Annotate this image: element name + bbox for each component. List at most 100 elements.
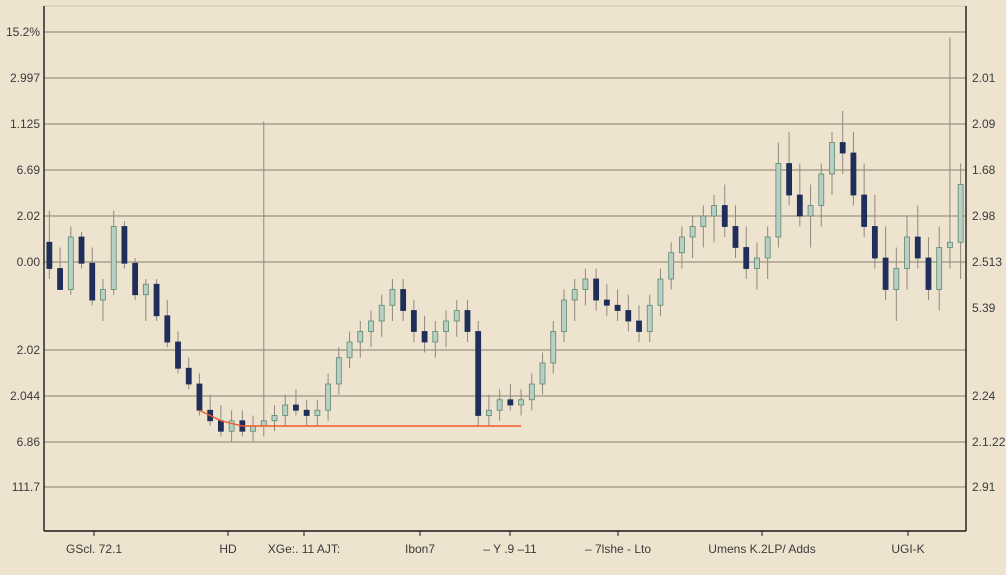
candle-body [561,300,566,332]
candle-body [465,311,470,332]
candle-body [733,227,738,248]
candle-body [358,332,363,343]
candle-body [701,216,706,227]
candle-body [261,421,266,426]
candle-body [508,400,513,405]
candle-body [551,332,556,364]
candle-body [390,290,395,306]
y-left-label: 15.2% [6,25,40,39]
candle-body [90,263,95,300]
candle-body [47,242,52,268]
candle-body [615,305,620,310]
candle-body [100,290,105,301]
candle-body [540,363,545,384]
candle-body [829,143,834,175]
candle-body [347,342,352,358]
x-label: – Y .9 –11 [483,542,536,556]
candle-body [744,248,749,269]
y-right-label: 5.39 [972,301,995,315]
x-label: – 7lshe - Lto [585,542,651,556]
y-left-label: 6.86 [17,435,40,449]
y-left-label: 111.7 [12,480,40,494]
y-left-label: 1.125 [10,117,40,131]
candle-body [690,227,695,238]
candle-body [79,237,84,263]
candle-body [336,358,341,384]
candle-body [883,258,888,290]
candle-body [433,332,438,343]
y-right-label: 2.91 [972,480,995,494]
candle-body [519,400,524,405]
candle-body [669,253,674,279]
candlestick-chart: 15.2%2.9971.1256.692.020.002.022.0446.86… [0,0,1006,575]
candle-body [401,290,406,311]
candle-body [776,164,781,238]
candle-body [958,185,963,243]
candle-body [122,227,127,264]
candle-body [819,174,824,206]
candle-body [165,316,170,342]
candle-body [851,153,856,195]
candle-body [637,321,642,332]
candle-body [947,242,952,247]
y-right-label: 2.1.22 [972,435,1005,449]
candle-body [572,290,577,301]
candle-body [937,248,942,290]
candle-body [422,332,427,343]
candle-body [197,384,202,410]
y-right-label: 2.513 [972,255,1002,269]
candle-body [411,311,416,332]
candle-body [444,321,449,332]
y-right-label: 2.09 [972,117,995,131]
candle-body [712,206,717,217]
candle-body [218,421,223,432]
y-right-label: 2.24 [972,389,995,403]
candle-body [68,237,73,290]
candle-body [58,269,63,290]
candle-body [529,384,534,400]
candle-body [894,269,899,290]
candle-body [808,206,813,217]
x-label: Umens K.2LP/ Adds [708,542,815,556]
candle-body [765,237,770,258]
candle-body [251,426,256,431]
y-left-label: 2.02 [17,343,40,357]
x-label: GScl. 72.1 [66,542,122,556]
candle-body [368,321,373,332]
candle-body [111,227,116,290]
candle-body [647,305,652,331]
y-right-label: 2.01 [972,71,995,85]
x-label: HD [219,542,236,556]
y-right-label: 2.98 [972,209,995,223]
candle-body [454,311,459,322]
x-label: Ibon7 [405,542,435,556]
candle-body [658,279,663,305]
candle-body [497,400,502,411]
candle-body [143,284,148,295]
candle-body [304,410,309,415]
chart-canvas [0,0,1006,575]
y-left-label: 2.997 [10,71,40,85]
candle-body [176,342,181,368]
candle-body [186,368,191,384]
candle-body [905,237,910,269]
candle-body [486,410,491,415]
candle-body [293,405,298,410]
candle-body [315,410,320,415]
y-left-label: 2.02 [17,209,40,223]
candle-body [872,227,877,259]
candle-body [926,258,931,290]
candle-body [915,237,920,258]
candle-body [604,300,609,305]
candle-body [722,206,727,227]
candle-body [272,416,277,421]
y-left-label: 6.69 [17,163,40,177]
candle-body [594,279,599,300]
candle-body [583,279,588,290]
x-label: UGI-K [891,542,924,556]
candle-body [133,263,138,295]
candle-body [626,311,631,322]
candle-body [840,143,845,154]
y-right-label: 1.68 [972,163,995,177]
x-label: XGe:. 11 AJT: [268,542,340,556]
